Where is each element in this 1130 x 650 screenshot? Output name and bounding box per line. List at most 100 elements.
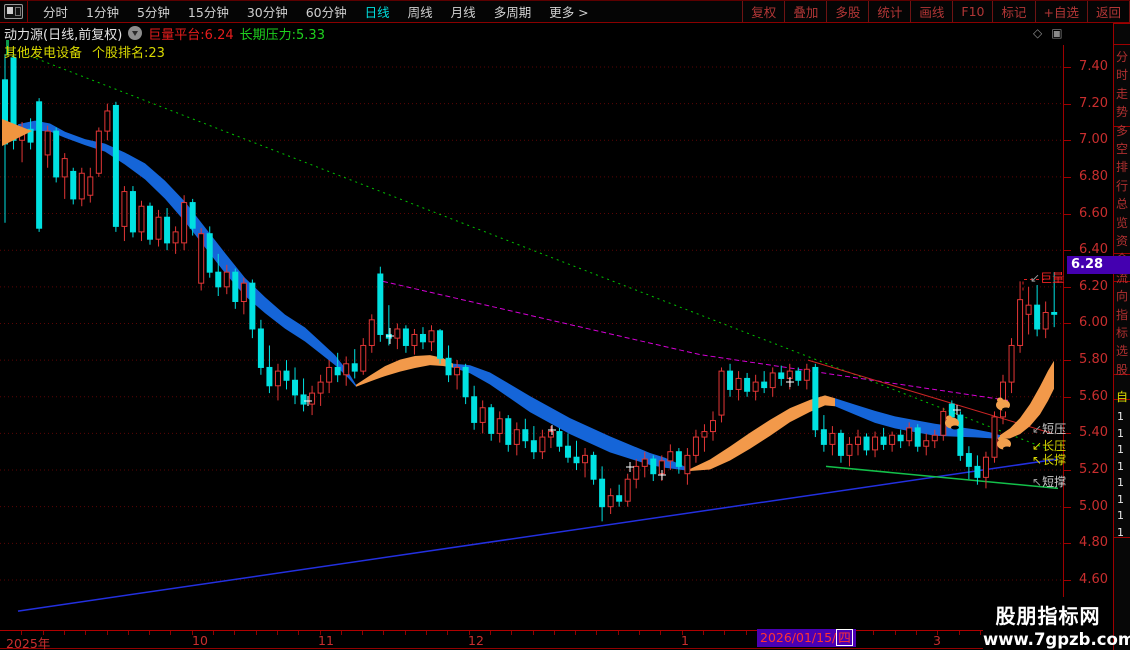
- strip-menu-char: 指: [1116, 307, 1129, 322]
- candle-body: [1034, 304, 1041, 330]
- tab-period-月线[interactable]: 月线: [450, 5, 476, 20]
- y-axis-tick: [1064, 323, 1071, 325]
- candle-body: [138, 205, 145, 233]
- chevron-down-circle-icon[interactable]: [128, 26, 143, 40]
- arrow-icon: ↖: [1032, 475, 1043, 489]
- ribbon-up-2: [690, 395, 835, 472]
- candle-body: [846, 443, 853, 456]
- tab-period-日线[interactable]: 日线: [364, 5, 390, 20]
- x-axis-tick: [340, 631, 342, 635]
- toolbar-button-叠加[interactable]: 叠加: [784, 1, 826, 22]
- strip-menu-char: 势: [1116, 105, 1129, 120]
- tab-period-60分钟[interactable]: 60分钟: [305, 5, 347, 20]
- candle-body: [249, 282, 256, 330]
- candle-body: [769, 372, 776, 389]
- [object Object]: [951, 425, 959, 430]
- short-support-line: [825, 465, 1059, 490]
- candle-body: [829, 432, 836, 445]
- y-axis-label: 5.80: [1079, 352, 1108, 368]
- y-axis-tick: [1064, 67, 1071, 68]
- [object Object]: [1003, 446, 1011, 451]
- tab-period-更多 >[interactable]: 更多 >: [549, 5, 589, 20]
- strip-divider: [1114, 374, 1130, 375]
- corner-icons: ◇ ▣: [1033, 26, 1063, 40]
- candlestick-chart[interactable]: [0, 45, 1063, 630]
- candle-body: [513, 429, 520, 445]
- tab-period-1分钟[interactable]: 1分钟: [86, 5, 119, 20]
- strip-divider: [1114, 281, 1130, 282]
- y-axis-tick: [1064, 543, 1071, 545]
- candle-body: [1042, 311, 1049, 330]
- pane-icon[interactable]: ▣: [1051, 26, 1063, 40]
- candle-body: [223, 271, 230, 288]
- tab-period-15分钟[interactable]: 15分钟: [187, 5, 229, 20]
- strip-number: 1: [1117, 459, 1124, 473]
- tab-period-30分钟[interactable]: 30分钟: [246, 5, 288, 20]
- x-axis-tick: [575, 631, 577, 635]
- toolbar-button-多股[interactable]: 多股: [826, 1, 868, 22]
- candle-body: [752, 381, 759, 392]
- candle-body: [87, 176, 94, 196]
- volume-platform-label: 巨量平台:6.24: [148, 27, 234, 43]
- y-axis-label: 5.60: [1079, 388, 1108, 404]
- strip-divider: [1114, 126, 1130, 127]
- x-axis-tick: [149, 631, 151, 635]
- x-axis-tick: [447, 631, 449, 635]
- strip-number: 1: [1117, 443, 1124, 456]
- x-axis-tick: [873, 631, 875, 635]
- candle-body: [437, 330, 444, 359]
- split-window-icon[interactable]: [4, 4, 23, 19]
- y-axis-label: 5.20: [1079, 462, 1108, 478]
- candle-body: [837, 432, 844, 456]
- candle-body: [590, 454, 597, 480]
- x-axis-tick: [596, 631, 598, 635]
- x-axis-label: 10: [192, 633, 208, 648]
- edge-label-长压: ↙长压: [1032, 439, 1067, 453]
- next-pane-clipped: 其他发电设备 巨量平台: [0, 646, 1113, 650]
- y-axis-label: 6.40: [1079, 242, 1108, 258]
- y-axis-tick: [1064, 433, 1071, 435]
- candle-body: [923, 440, 930, 447]
- candle-body: [667, 451, 674, 462]
- candle-body: [820, 429, 827, 445]
- x-axis-tick: [85, 631, 87, 635]
- toolbar-button-F10[interactable]: F10: [952, 1, 992, 22]
- strip-menu-char: 分: [1116, 50, 1129, 64]
- tab-period-多周期[interactable]: 多周期: [493, 5, 532, 20]
- tab-period-周线[interactable]: 周线: [407, 5, 433, 20]
- toolbar-button-+自选[interactable]: +自选: [1034, 1, 1087, 22]
- stock-rank[interactable]: 个股排名:23: [92, 46, 165, 61]
- y-axis-tick: [1064, 396, 1071, 398]
- strip-menu-char: 空: [1116, 142, 1129, 156]
- x-axis-tick: [298, 631, 300, 635]
- arrow-icon: ↙: [1032, 439, 1043, 453]
- strip-menu-char: 排: [1116, 160, 1129, 175]
- candle-body: [172, 231, 179, 244]
- toolbar-button-标记[interactable]: 标记: [992, 1, 1034, 22]
- sector-name[interactable]: 其他发电设备: [4, 46, 83, 61]
- y-axis-tick: [1064, 360, 1071, 362]
- tab-period-5分钟[interactable]: 5分钟: [136, 5, 170, 20]
- stock-title[interactable]: 动力源(日线,前复权): [4, 27, 123, 43]
- strip-menu-char: 总: [1116, 197, 1129, 212]
- diamond-icon[interactable]: ◇: [1033, 26, 1043, 40]
- toolbar-button-画线[interactable]: 画线: [910, 1, 952, 22]
- edge-label-短撑: ↖短撑: [1032, 475, 1067, 489]
- arrow-icon: ↖: [1032, 453, 1043, 467]
- x-axis-label: 1: [681, 633, 689, 648]
- long-pressure-label: 长期压力:5.33: [239, 27, 325, 43]
- arrow-icon: ↙: [1032, 422, 1043, 436]
- toolbar-button-复权[interactable]: 复权: [742, 1, 784, 22]
- orange-flag: [2, 119, 32, 146]
- y-axis-tick: [1064, 286, 1071, 288]
- tab-period-分时[interactable]: 分时: [43, 5, 69, 20]
- candle-body: [53, 130, 60, 178]
- candle-body: [530, 440, 537, 453]
- candle-body: [564, 445, 571, 458]
- x-axis-tick: [42, 631, 44, 635]
- toolbar-button-返回[interactable]: 返回: [1086, 1, 1130, 22]
- y-axis-tick: [1064, 506, 1071, 508]
- toolbar-button-统计[interactable]: 统计: [868, 1, 910, 22]
- strip-number: 1: [1117, 476, 1124, 489]
